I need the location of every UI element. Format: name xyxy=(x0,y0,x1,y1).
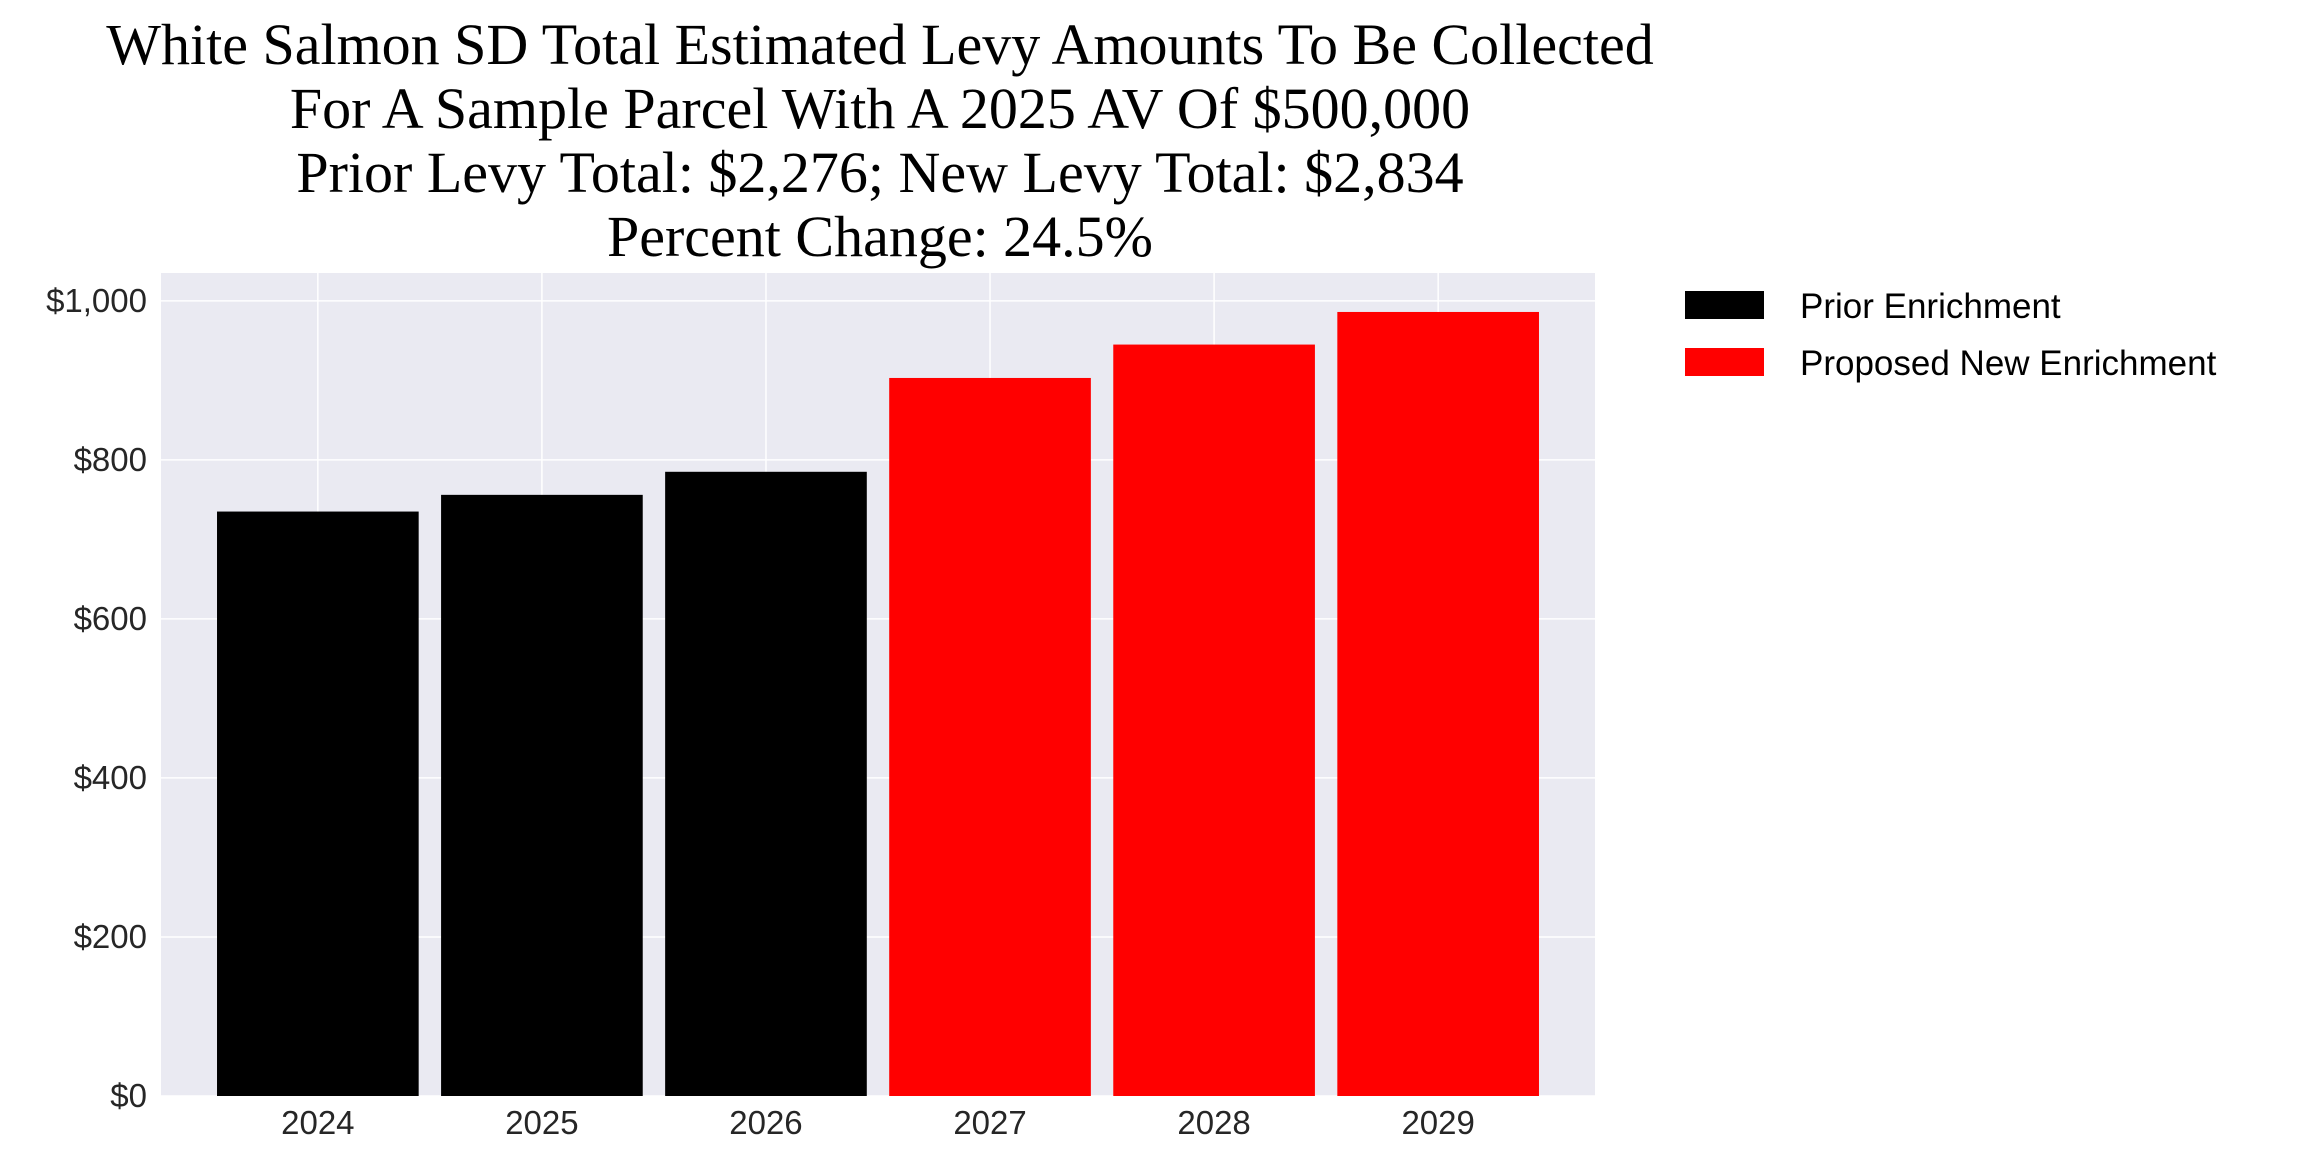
x-tick-label: 2026 xyxy=(729,1104,802,1141)
y-tick-label: $200 xyxy=(74,918,147,955)
y-tick-label: $400 xyxy=(74,759,147,796)
bars xyxy=(217,311,1539,1097)
title-line-3: Prior Levy Total: $2,276; New Levy Total… xyxy=(296,140,1463,205)
x-tick-label: 2028 xyxy=(1177,1104,1250,1141)
title-line-1: White Salmon SD Total Estimated Levy Amo… xyxy=(106,12,1654,77)
x-tick-label: 2027 xyxy=(953,1104,1026,1141)
bar-2028 xyxy=(1113,344,1315,1097)
bar-2027 xyxy=(889,377,1091,1097)
title-line-4: Percent Change: 24.5% xyxy=(607,204,1153,269)
bar-2029 xyxy=(1337,311,1539,1097)
y-tick-label: $1,000 xyxy=(46,282,147,319)
bar-2025 xyxy=(441,494,643,1096)
legend: Prior Enrichment Proposed New Enrichment xyxy=(1685,287,2217,383)
legend-label-prior: Prior Enrichment xyxy=(1800,287,2061,326)
x-axis: 2024 2025 2026 2027 2028 2029 xyxy=(281,1104,1475,1141)
x-tick-label: 2024 xyxy=(281,1104,354,1141)
legend-swatch-proposed xyxy=(1685,348,1764,376)
bar-2026 xyxy=(665,471,867,1097)
legend-label-proposed: Proposed New Enrichment xyxy=(1800,344,2217,383)
x-tick-label: 2029 xyxy=(1401,1104,1474,1141)
y-tick-label: $800 xyxy=(74,441,147,478)
y-tick-label: $600 xyxy=(74,600,147,637)
x-tick-label: 2025 xyxy=(505,1104,578,1141)
legend-swatch-prior xyxy=(1685,291,1764,319)
title-line-2: For A Sample Parcel With A 2025 AV Of $5… xyxy=(290,76,1470,141)
y-axis: $0 $200 $400 $600 $800 $1,000 xyxy=(46,282,147,1114)
chart-title: White Salmon SD Total Estimated Levy Amo… xyxy=(106,12,1654,269)
y-tick-label: $0 xyxy=(110,1077,147,1114)
bar-2024 xyxy=(217,511,419,1096)
